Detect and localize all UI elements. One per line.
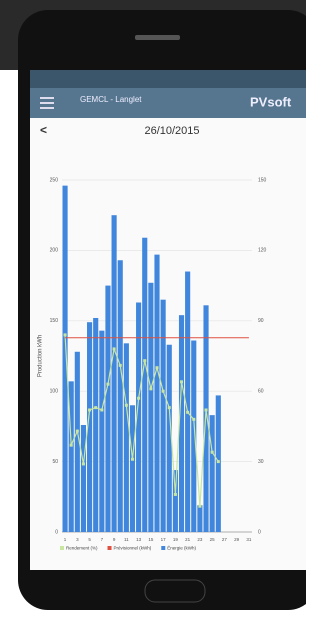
legend-label: Rendement (%) bbox=[66, 546, 98, 551]
x-tick-label: 27 bbox=[222, 537, 228, 542]
x-tick-label: 21 bbox=[185, 537, 191, 542]
y-tick-label: 0 bbox=[55, 529, 58, 535]
point bbox=[186, 411, 189, 414]
y2-tick-label: 30 bbox=[258, 459, 264, 465]
bar bbox=[197, 505, 202, 532]
y2-tick-label: 150 bbox=[258, 177, 267, 183]
point bbox=[192, 418, 195, 421]
x-tick-label: 13 bbox=[136, 537, 142, 542]
bar bbox=[148, 283, 153, 532]
point bbox=[76, 430, 79, 433]
point bbox=[125, 404, 128, 407]
bar bbox=[173, 470, 178, 532]
y-axis-title: Production kWh bbox=[38, 335, 44, 377]
bar bbox=[216, 395, 221, 532]
bar bbox=[81, 425, 86, 532]
point bbox=[131, 458, 134, 461]
x-tick-label: 31 bbox=[246, 537, 252, 542]
bar bbox=[210, 415, 215, 532]
x-tick-label: 19 bbox=[173, 537, 179, 542]
point bbox=[64, 333, 67, 336]
screen: GEMCL - Langlet PVsoft < 26/10/2015 Prod… bbox=[0, 0, 306, 616]
y2-tick-label: 60 bbox=[258, 389, 264, 395]
point bbox=[180, 380, 183, 383]
legend-label: Prévisionnel (kWh) bbox=[114, 546, 152, 551]
x-tick-label: 15 bbox=[148, 537, 154, 542]
point bbox=[113, 347, 116, 350]
point bbox=[106, 383, 109, 386]
bar bbox=[191, 341, 196, 532]
bar bbox=[124, 343, 129, 532]
point bbox=[168, 406, 171, 409]
y-tick-label: 200 bbox=[50, 248, 59, 254]
y-tick-label: 50 bbox=[52, 459, 58, 465]
logo: PVsoft bbox=[250, 94, 292, 109]
legend-swatch bbox=[108, 546, 112, 550]
bar bbox=[118, 260, 123, 532]
y-tick-label: 250 bbox=[50, 177, 59, 183]
point bbox=[211, 451, 214, 454]
legend-swatch bbox=[60, 546, 64, 550]
legend-swatch bbox=[161, 546, 165, 550]
bar bbox=[93, 318, 98, 532]
bar bbox=[142, 238, 147, 532]
status-bar bbox=[30, 70, 306, 88]
bar bbox=[105, 286, 110, 532]
point bbox=[205, 408, 208, 411]
back-button[interactable]: < bbox=[40, 123, 47, 137]
point bbox=[88, 408, 91, 411]
menu-icon[interactable] bbox=[40, 97, 54, 109]
x-tick-label: 23 bbox=[197, 537, 203, 542]
point bbox=[174, 493, 177, 496]
y-tick-label: 100 bbox=[50, 389, 59, 395]
point bbox=[119, 364, 122, 367]
bar bbox=[99, 331, 104, 532]
point bbox=[137, 397, 140, 400]
point bbox=[156, 366, 159, 369]
y2-tick-label: 90 bbox=[258, 318, 264, 324]
y2-tick-label: 0 bbox=[258, 529, 261, 535]
legend-label: Énergie (kWh) bbox=[167, 545, 196, 551]
bar bbox=[112, 215, 117, 532]
bar bbox=[154, 255, 159, 532]
speaker bbox=[135, 35, 180, 40]
x-tick-label: 17 bbox=[161, 537, 167, 542]
y2-tick-label: 120 bbox=[258, 248, 267, 254]
point bbox=[198, 505, 201, 508]
point bbox=[162, 390, 165, 393]
point bbox=[94, 406, 97, 409]
x-tick-label: 29 bbox=[234, 537, 240, 542]
point bbox=[70, 444, 73, 447]
x-tick-label: 25 bbox=[210, 537, 216, 542]
app-title: GEMCL - Langlet bbox=[80, 95, 142, 104]
point bbox=[149, 387, 152, 390]
x-tick-label: 11 bbox=[124, 537, 129, 542]
point bbox=[82, 462, 85, 465]
bar bbox=[161, 300, 166, 532]
point bbox=[217, 460, 220, 463]
point bbox=[143, 359, 146, 362]
date: 26/10/2015 bbox=[144, 125, 199, 137]
y-tick-label: 150 bbox=[50, 318, 59, 324]
point bbox=[100, 408, 103, 411]
bar bbox=[130, 405, 135, 532]
